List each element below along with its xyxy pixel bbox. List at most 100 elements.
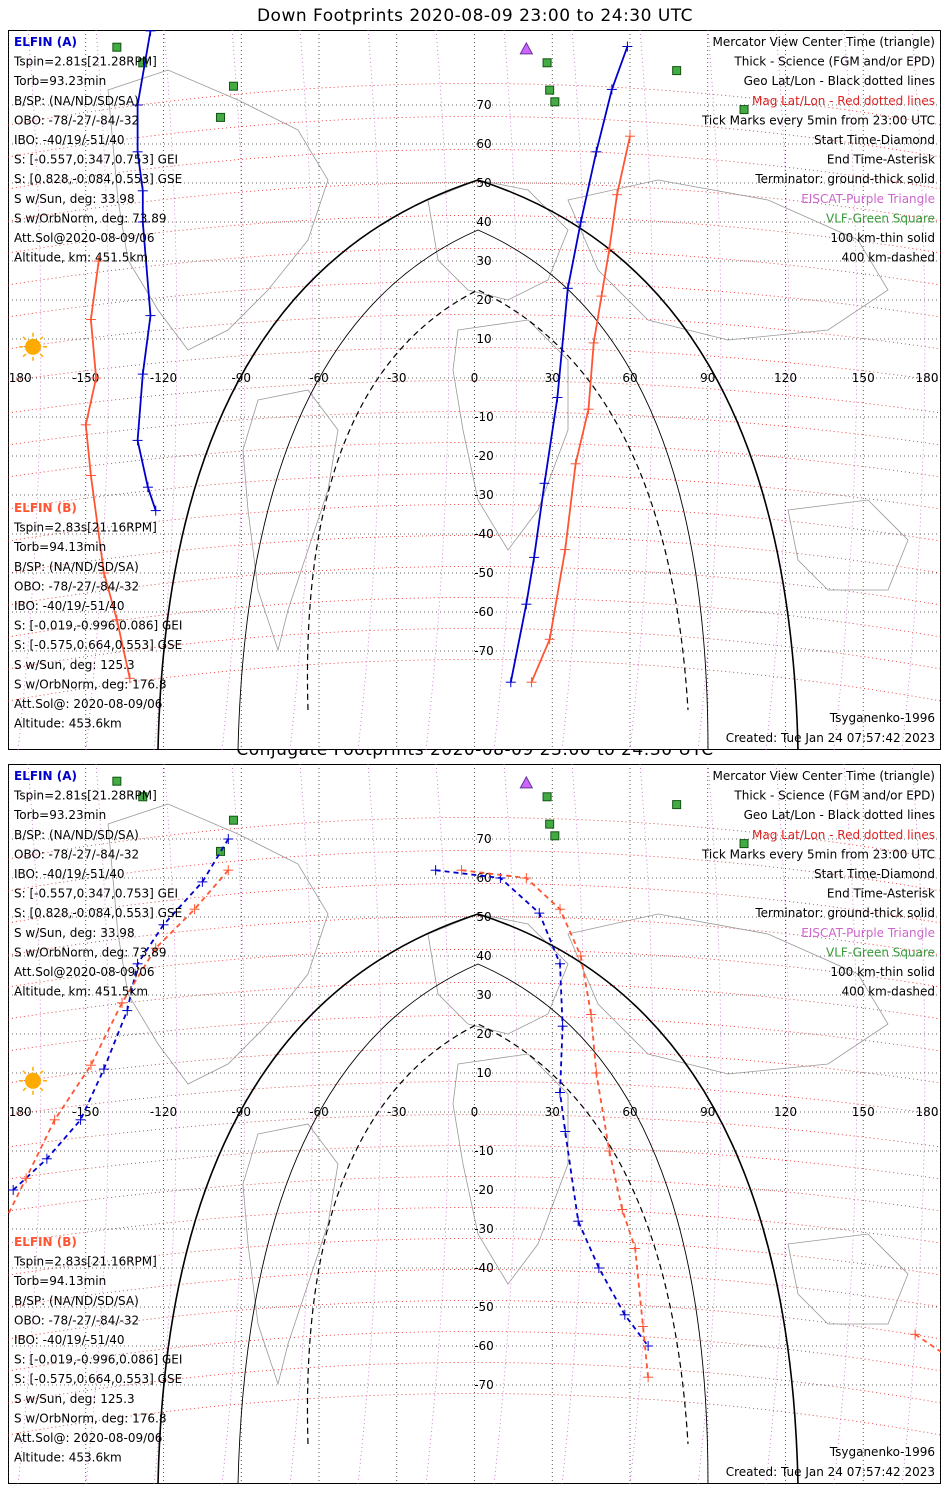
vlf-square-icon xyxy=(545,819,555,829)
legend-terminator: Terminator: ground-thick solid xyxy=(754,906,935,920)
legend-mag-latlon: Mag Lat/Lon - Red dotted lines xyxy=(752,828,935,842)
sun-ray xyxy=(39,336,44,341)
mag-lat-line xyxy=(8,628,941,670)
mag-lon-line xyxy=(833,764,858,1484)
lon-tick-label: -30 xyxy=(387,371,407,385)
sun-ray xyxy=(22,1070,27,1075)
mag-lon-line xyxy=(901,764,926,1484)
lon-tick-label: -90 xyxy=(231,371,251,385)
elfin-b-info: OBO: -78/-27/-84/-32 xyxy=(14,579,139,593)
lon-tick-label: 180 xyxy=(916,371,939,385)
mag-lon-line xyxy=(221,30,246,750)
elfin-a-info: Torb=93.23min xyxy=(13,74,106,88)
elfin-a-info: OBO: -78/-27/-84/-32 xyxy=(14,113,139,127)
continent-outline xyxy=(107,803,329,1085)
vlf-square-icon xyxy=(112,776,122,786)
legend-end-time: End Time-Asterisk xyxy=(827,153,935,167)
lat-tick-label: -60 xyxy=(474,1339,494,1353)
mag-lat-line xyxy=(8,1081,941,1116)
lat-tick-label: 50 xyxy=(476,910,491,924)
lon-tick-label: 90 xyxy=(700,371,715,385)
lon-tick-label: -120 xyxy=(150,1105,177,1119)
legend-km400: 400 km-dashed xyxy=(841,985,935,999)
elfin-b-label: ELFIN (B) xyxy=(14,501,77,515)
vlf-square-icon xyxy=(228,815,238,825)
elfin-a-label: ELFIN (A) xyxy=(14,35,77,49)
legend-geo-latlon: Geo Lat/Lon - Black dotted lines xyxy=(744,74,935,88)
lat-tick-label: 40 xyxy=(476,949,491,963)
lat-tick-label: -40 xyxy=(474,1261,494,1275)
vlf-square-icon xyxy=(138,792,148,802)
vlf-square-icon xyxy=(216,846,226,856)
elfin-b-track-west xyxy=(84,260,131,679)
lon-tick-label: 150 xyxy=(852,371,875,385)
elfin-a-track-west xyxy=(136,30,157,511)
continent-outline xyxy=(452,319,569,551)
mag-lat-line xyxy=(8,659,941,702)
legend-start-time: Start Time-Diamond xyxy=(814,867,935,881)
elfin-a-info: OBO: -78/-27/-84/-32 xyxy=(14,847,139,861)
lon-tick-label: -150 xyxy=(72,371,99,385)
elfin-a-info: IBO: -40/19/-51/40 xyxy=(14,133,125,147)
mag-lat-line xyxy=(8,1269,941,1308)
elfin-b-info: Torb=94.13min xyxy=(13,1274,106,1288)
lat-tick-label: 30 xyxy=(476,988,491,1002)
mag-lon-line xyxy=(833,30,858,750)
mag-lat-line xyxy=(8,149,941,190)
elfin-a-info: S w/OrbNorm, deg: 73.89 xyxy=(14,945,166,959)
lat-tick-label: -10 xyxy=(474,1144,494,1158)
mag-lon-line xyxy=(629,764,654,1484)
elfin-b-info: S: [-0.019,-0.996,0.086] GEI xyxy=(14,1353,182,1367)
lon-tick-label: 60 xyxy=(622,1105,637,1119)
lat-tick-label: 10 xyxy=(476,1066,491,1080)
lat-tick-label: -30 xyxy=(474,488,494,502)
elfin-b-info: Altitude: 453.6km xyxy=(14,1451,122,1465)
lat-tick-label: 40 xyxy=(476,215,491,229)
mag-lon-line xyxy=(629,30,654,750)
terminator-100km-line xyxy=(237,963,709,1484)
terminator-400km-line xyxy=(306,289,689,711)
continent-outline xyxy=(427,179,569,301)
terminator-line xyxy=(157,913,799,1484)
lon-tick-label: -30 xyxy=(387,1105,407,1119)
vlf-square-icon xyxy=(550,831,560,841)
elfin-b-info: Torb=94.13min xyxy=(13,540,106,554)
mag-lat-line xyxy=(8,982,941,1020)
sun-ray xyxy=(22,353,27,358)
lon-tick-label: -90 xyxy=(231,1105,251,1119)
terminator-line xyxy=(157,179,799,750)
elfin-a-info: S w/OrbNorm, deg: 73.89 xyxy=(14,211,166,225)
continent-outline xyxy=(787,1233,909,1325)
lon-tick-label: 30 xyxy=(545,371,560,385)
vlf-square-icon xyxy=(228,81,238,91)
sun-disk xyxy=(25,338,41,355)
vlf-square-icon xyxy=(545,85,555,95)
legend-mercator-view: Mercator View Center Time (triangle) xyxy=(713,769,935,783)
lat-tick-label: -60 xyxy=(474,605,494,619)
legend-eiscat: EISCAT-Purple Triangle xyxy=(801,192,935,206)
elfin-b-info: IBO: -40/19/-51/40 xyxy=(14,1333,125,1347)
sun-ray xyxy=(22,1087,27,1092)
lat-tick-label: -20 xyxy=(474,1183,494,1197)
mag-lon-line xyxy=(153,764,178,1484)
lat-tick-label: -50 xyxy=(474,566,494,580)
vlf-square-icon xyxy=(216,112,226,122)
mag-lon-line xyxy=(561,30,586,750)
legend-thick-science: Thick - Science (FGM and/or EPD) xyxy=(733,789,935,803)
model-label: Tsyganenko-1996 xyxy=(829,1445,935,1459)
elfin-b-info: S w/Sun, deg: 125.3 xyxy=(14,658,135,672)
down-footprints-map: -180 -150 -120 -90 -60 -30 0 30 60 90 120 150 180 70 6… xyxy=(8,30,941,750)
mag-lat-line xyxy=(8,1114,941,1148)
lat-tick-label: 10 xyxy=(476,332,491,346)
mag-lat-line xyxy=(8,504,941,542)
lon-tick-label: 60 xyxy=(622,371,637,385)
model-label: Tsyganenko-1996 xyxy=(829,711,935,725)
mag-lon-line xyxy=(901,30,926,750)
elfin-b-track-far-east xyxy=(914,1333,941,1353)
lat-tick-label: 60 xyxy=(476,871,491,885)
elfin-a-info: Torb=93.23min xyxy=(13,808,106,822)
sun-icon xyxy=(19,332,47,361)
vlf-square-icon xyxy=(739,839,749,849)
elfin-b-info: S: [-0.575,0.664,0.553] GSE xyxy=(14,638,182,652)
elfin-b-info: S: [-0.019,-0.996,0.086] GEI xyxy=(14,619,182,633)
